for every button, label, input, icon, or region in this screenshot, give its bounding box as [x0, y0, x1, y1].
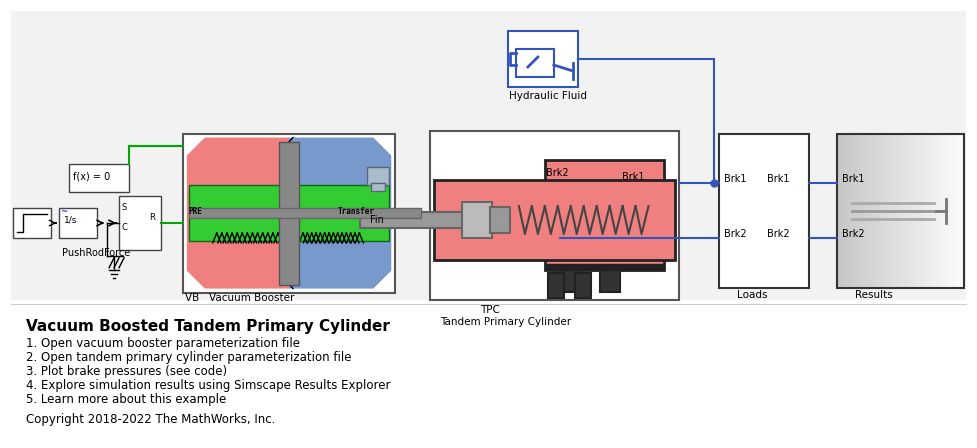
Text: VB   Vacuum Booster: VB Vacuum Booster	[185, 293, 294, 302]
Bar	[434, 180, 675, 260]
Bar	[548, 273, 564, 297]
Bar	[490, 207, 510, 233]
Text: 1. Open vacuum booster parameterization file: 1. Open vacuum booster parameterization …	[26, 337, 300, 350]
Text: 2. Open tandem primary cylinder parameterization file: 2. Open tandem primary cylinder paramete…	[26, 351, 352, 364]
Bar	[574, 273, 591, 297]
Text: 3. Plot brake pressures (see code): 3. Plot brake pressures (see code)	[26, 365, 228, 378]
Text: R: R	[149, 213, 154, 222]
Text: f(x) = 0: f(x) = 0	[73, 171, 110, 181]
Text: Fin: Fin	[370, 215, 384, 225]
Bar	[516, 49, 554, 77]
Bar	[719, 134, 809, 288]
Bar	[600, 266, 619, 292]
Bar	[119, 196, 161, 250]
Text: Loads: Loads	[738, 289, 768, 300]
Bar	[560, 266, 579, 292]
Bar	[189, 185, 389, 241]
Bar	[371, 183, 385, 191]
Text: 5. Learn more about this example: 5. Learn more about this example	[26, 393, 227, 406]
Polygon shape	[187, 138, 289, 289]
Text: Brk2: Brk2	[767, 229, 789, 239]
Text: Hydraulic Fluid: Hydraulic Fluid	[509, 91, 587, 101]
Text: Brk1: Brk1	[767, 174, 789, 184]
Text: Results: Results	[855, 289, 893, 300]
Text: Brk1: Brk1	[621, 172, 644, 182]
Text: S: S	[121, 203, 126, 212]
Text: Tandem Primary Cylinder: Tandem Primary Cylinder	[440, 317, 572, 327]
Text: Copyright 2018-2022 The MathWorks, Inc.: Copyright 2018-2022 The MathWorks, Inc.	[26, 413, 276, 426]
Text: TPC: TPC	[480, 306, 500, 315]
Text: 4. Explore simulation results using Simscape Results Explorer: 4. Explore simulation results using Sims…	[26, 379, 391, 392]
Text: C: C	[121, 223, 127, 232]
Text: Brk1: Brk1	[842, 174, 865, 184]
Text: Vacuum Boosted Tandem Primary Cylinder: Vacuum Boosted Tandem Primary Cylinder	[26, 319, 390, 334]
Bar	[837, 134, 963, 288]
Bar	[508, 31, 577, 87]
Text: Brk2: Brk2	[842, 229, 865, 239]
Text: Brk1: Brk1	[724, 174, 746, 184]
Bar	[14, 208, 51, 238]
Bar	[430, 130, 679, 300]
Text: Brk2: Brk2	[724, 229, 747, 239]
Bar	[462, 202, 492, 238]
Text: Transfer: Transfer	[337, 207, 374, 215]
Bar	[69, 164, 129, 192]
Bar	[545, 264, 664, 270]
Bar	[60, 208, 97, 238]
Bar	[12, 11, 965, 300]
Bar	[367, 168, 389, 185]
Bar	[545, 160, 664, 270]
Text: ~: ~	[61, 207, 67, 216]
Text: PushRodForce: PushRodForce	[62, 248, 130, 258]
Polygon shape	[289, 138, 391, 289]
Text: Brk2: Brk2	[546, 168, 569, 178]
Text: 1/s: 1/s	[64, 215, 77, 224]
Text: PRE: PRE	[189, 207, 203, 215]
Bar	[279, 142, 299, 284]
Bar	[183, 134, 396, 293]
Bar	[189, 208, 421, 218]
Bar	[361, 212, 480, 228]
